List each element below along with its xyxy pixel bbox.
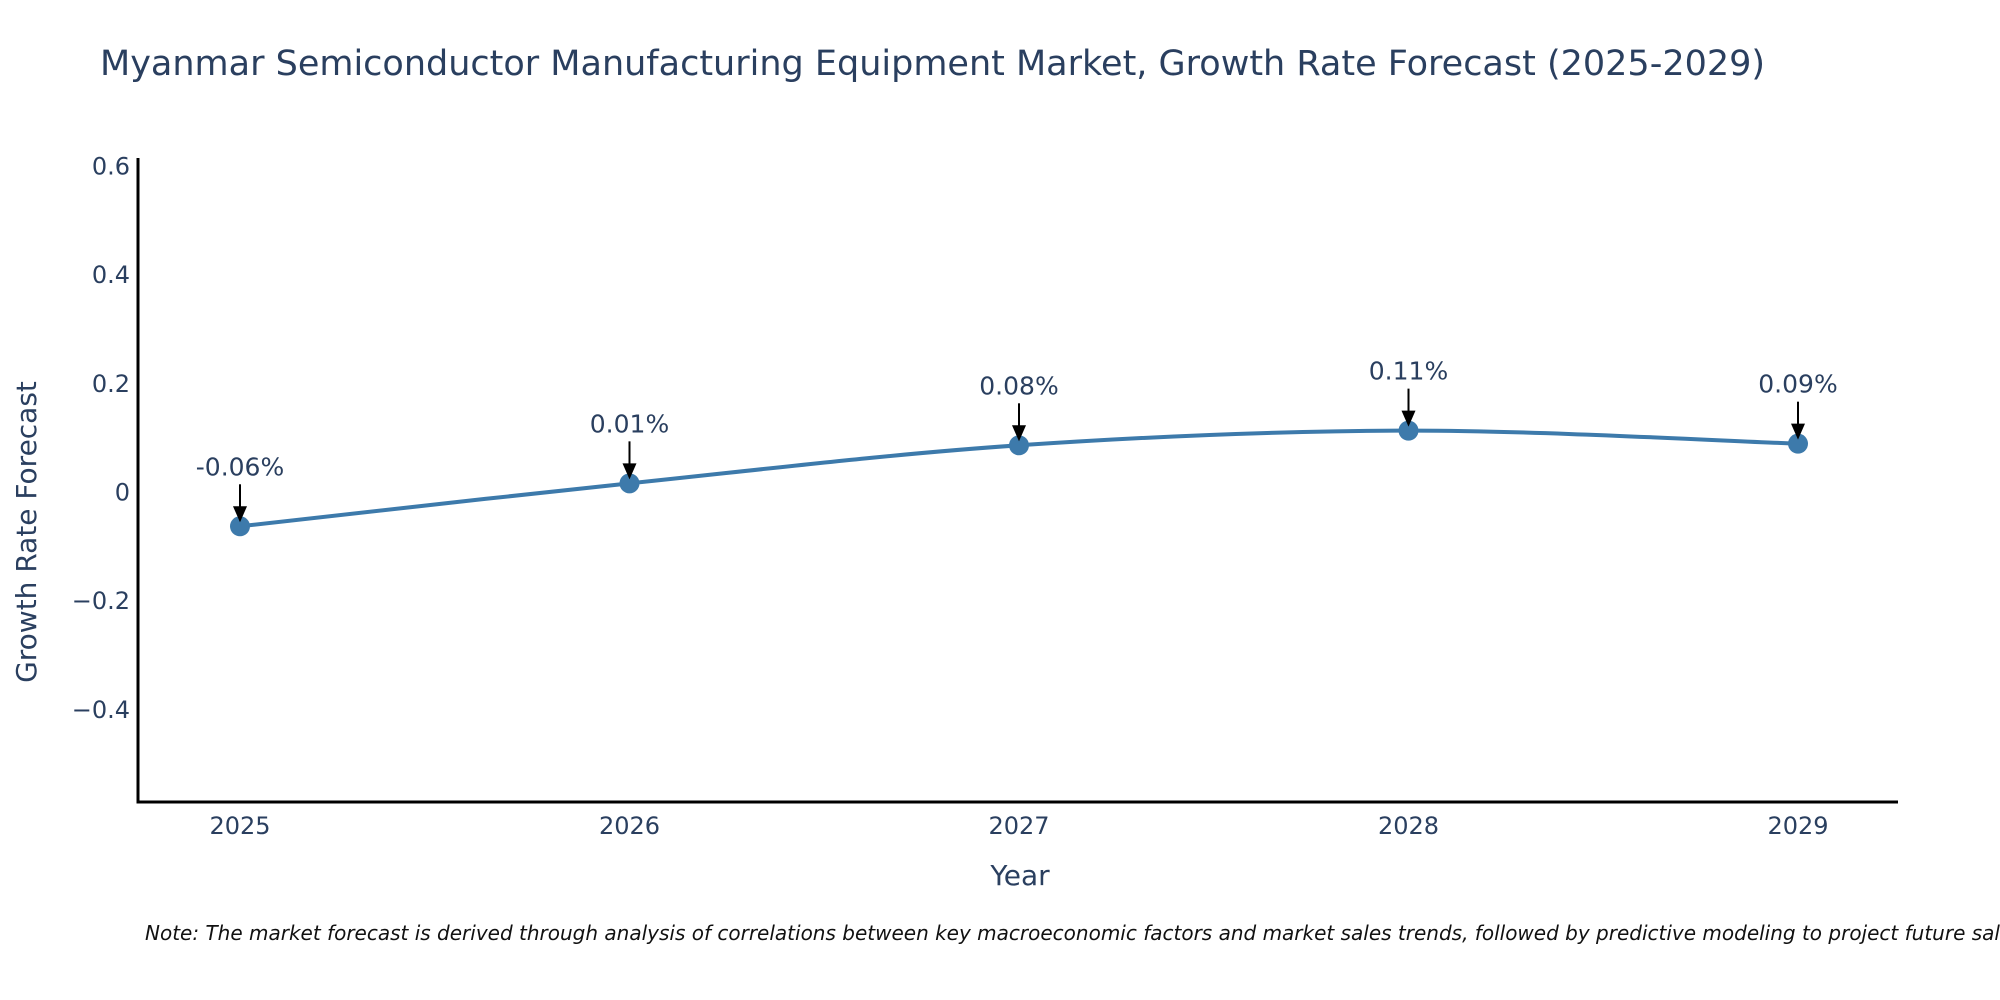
annotation-arrowhead xyxy=(1012,425,1026,442)
y-tick-label: 0.4 xyxy=(92,261,130,289)
annotation-arrowhead xyxy=(1401,410,1416,427)
x-tick-label: 2027 xyxy=(988,812,1049,840)
x-tick-label: 2029 xyxy=(1767,812,1828,840)
data-label: 0.11% xyxy=(1369,357,1448,386)
y-tick-labels: −0.4 −0.2 0 0.2 0.4 0.6 xyxy=(72,152,130,724)
data-point xyxy=(619,473,640,494)
y-tick-label: 0 xyxy=(115,479,130,507)
data-label: -0.06% xyxy=(196,452,284,481)
annotation-arrowhead xyxy=(233,506,247,523)
data-label: 0.09% xyxy=(1758,370,1837,399)
data-annotations: -0.06% 0.01% 0.08% 0.11% 0.09% xyxy=(196,357,1838,523)
data-point xyxy=(230,516,250,537)
y-tick-label: −0.2 xyxy=(72,587,130,615)
x-axis-title: Year xyxy=(989,859,1050,892)
x-tick-label: 2028 xyxy=(1378,812,1439,840)
data-points xyxy=(230,420,1808,537)
chart-title: Myanmar Semiconductor Manufacturing Equi… xyxy=(100,44,1766,84)
data-point xyxy=(1398,420,1419,441)
y-tick-label: 0.6 xyxy=(92,152,130,180)
x-tick-labels: 2025 2026 2027 2028 2029 xyxy=(209,812,1828,840)
y-tick-label: 0.2 xyxy=(92,370,130,398)
annotation-arrowhead xyxy=(622,463,637,480)
data-point xyxy=(1009,435,1029,456)
axes xyxy=(136,158,1898,804)
data-label: 0.08% xyxy=(979,371,1058,400)
y-tick-label: −0.4 xyxy=(72,696,130,724)
x-tick-label: 2026 xyxy=(599,812,660,840)
y-axis-title: Growth Rate Forecast xyxy=(10,381,43,683)
data-label: 0.01% xyxy=(590,409,669,438)
x-tick-label: 2025 xyxy=(209,812,270,840)
footnote: Note: The market forecast is derived thr… xyxy=(145,921,2000,945)
annotation-arrowhead xyxy=(1791,423,1805,440)
data-point xyxy=(1788,433,1808,454)
